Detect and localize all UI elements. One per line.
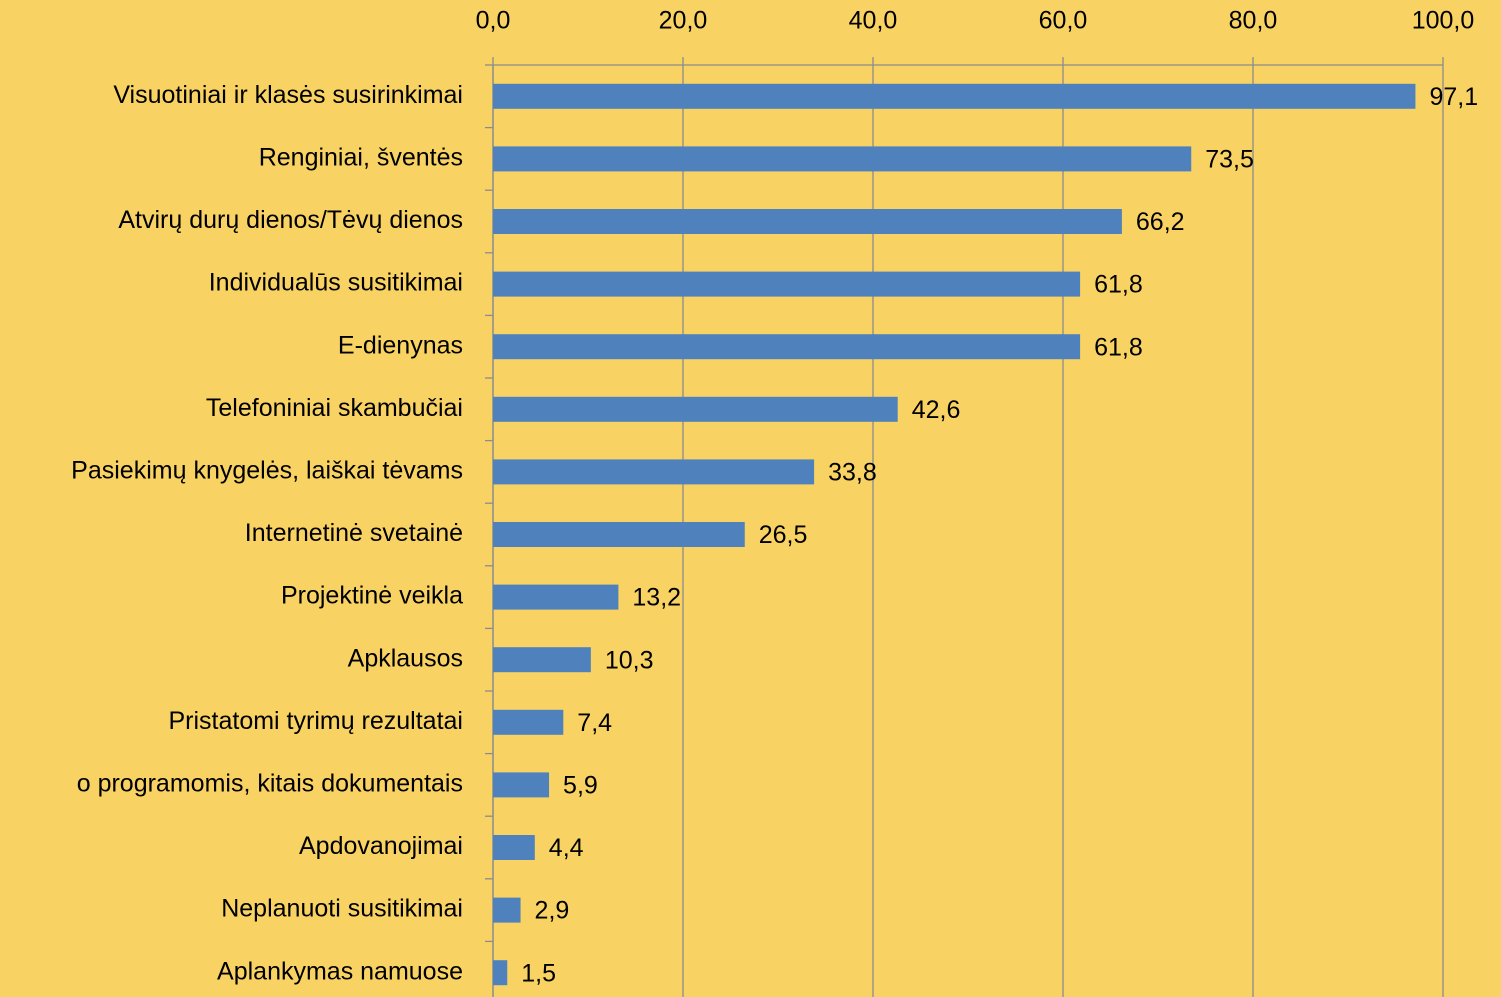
y-tick-label: Pristatomi tyrimų rezultatai	[168, 707, 463, 735]
bar	[493, 83, 1416, 109]
value-label: 10,3	[605, 646, 654, 674]
value-label: 2,9	[535, 897, 570, 925]
bar	[493, 334, 1081, 360]
y-tick-label: Apklausos	[348, 644, 463, 672]
value-label: 7,4	[577, 709, 612, 737]
value-label: 13,2	[632, 584, 681, 612]
y-tick-label: E-dienynas	[338, 331, 463, 359]
bar	[493, 271, 1081, 297]
x-tick-label: 80,0	[1229, 7, 1278, 35]
x-tick-label: 0,0	[476, 7, 511, 35]
x-tick-label: 100,0	[1412, 7, 1475, 35]
y-tick-label: Visuotiniai ir klasės susirinkimai	[113, 81, 463, 109]
value-label: 97,1	[1429, 83, 1478, 111]
value-label: 1,5	[521, 959, 556, 987]
value-label: 42,6	[912, 396, 961, 424]
bar	[493, 960, 508, 986]
bar	[493, 209, 1122, 234]
bar	[493, 897, 521, 923]
value-label: 66,2	[1136, 208, 1185, 236]
value-label: 73,5	[1205, 146, 1254, 174]
value-label: 26,5	[759, 521, 808, 549]
y-tick-label: Individualūs susitikimai	[209, 269, 463, 297]
value-label: 33,8	[828, 459, 877, 487]
y-tick-label: Telefoniniai skambučiai	[206, 394, 463, 422]
bar	[493, 772, 550, 798]
bar	[493, 647, 591, 673]
y-tick-label: Aplankymas namuose	[217, 957, 463, 985]
x-tick-label: 60,0	[1039, 7, 1088, 35]
x-tick-label: 20,0	[659, 7, 708, 35]
value-label: 61,8	[1094, 271, 1143, 299]
value-label: 4,4	[549, 834, 584, 862]
y-tick-label: Internetinė svetainė	[245, 519, 463, 547]
y-tick-label: Pasiekimų knygelės, laiškai tėvams	[71, 457, 463, 485]
y-tick-label: Renginiai, šventės	[259, 144, 463, 172]
y-tick-label: Neplanuoti susitikimai	[221, 895, 463, 923]
y-tick-label: Apdovanojimai	[299, 832, 463, 860]
y-tick-label: o programomis, kitais dokumentais	[77, 770, 463, 798]
bar	[493, 709, 564, 735]
bar	[493, 459, 815, 485]
bar	[493, 835, 535, 860]
y-tick-label: Projektinė veikla	[281, 582, 463, 610]
bar	[493, 584, 619, 610]
x-tick-label: 40,0	[849, 7, 898, 35]
value-label: 5,9	[563, 772, 598, 800]
bar	[493, 522, 745, 547]
y-tick-label: Atvirų durų dienos/Tėvų dienos	[118, 206, 463, 234]
bar	[493, 146, 1192, 172]
bar	[493, 396, 898, 422]
value-label: 61,8	[1094, 333, 1143, 361]
